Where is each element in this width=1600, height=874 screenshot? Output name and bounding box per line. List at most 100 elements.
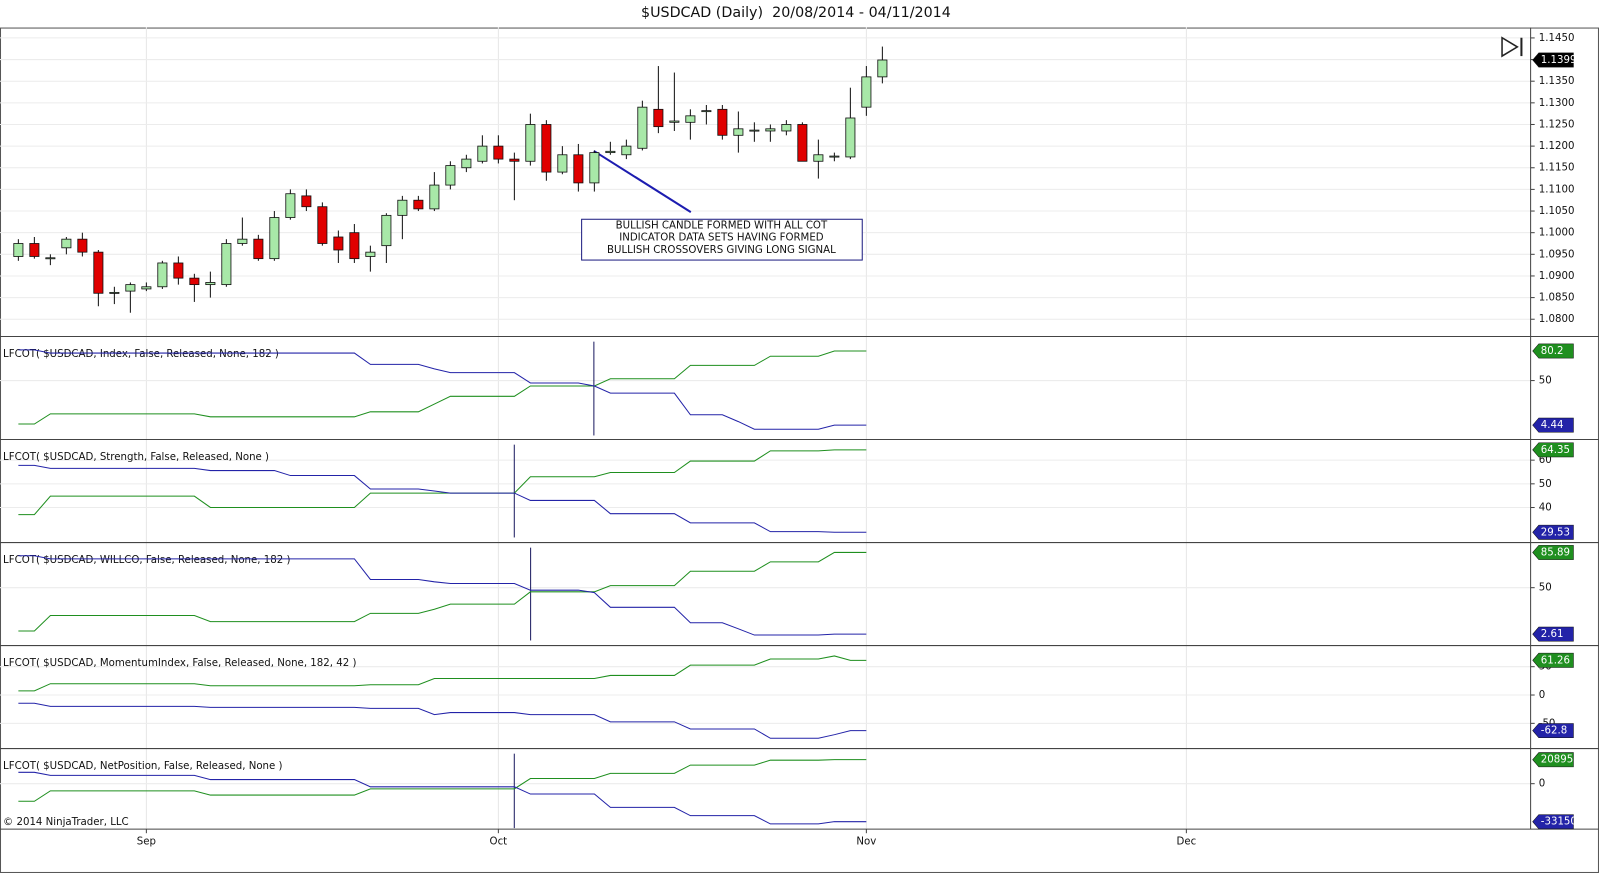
pane-title: LFCOT( $USDCAD, NetPosition, False, Rele… — [3, 761, 282, 772]
candle-body — [669, 120, 680, 123]
y-tick-label: 1.1250 — [1539, 119, 1575, 130]
candle-body — [717, 108, 728, 136]
candle-body — [765, 128, 776, 132]
last-value-label: 64.35 — [1541, 445, 1570, 456]
last-value-box — [1532, 524, 1574, 540]
candle-body — [253, 238, 264, 260]
x-tick-label: Sep — [137, 836, 156, 847]
candle-body — [701, 110, 712, 113]
candle-body — [77, 238, 88, 253]
annotation-arrow — [593, 150, 692, 213]
candle-body — [845, 117, 856, 158]
y-tick-label: 50 — [1539, 376, 1552, 387]
x-tick-label: Nov — [856, 836, 876, 847]
indicator-line — [18, 551, 867, 632]
candle-body — [125, 284, 136, 292]
last-value-box — [1532, 343, 1574, 359]
last-value-label: 2.61 — [1541, 629, 1564, 640]
indicator-line — [18, 555, 867, 636]
candle-body — [877, 59, 888, 78]
x-tick-label: Oct — [490, 836, 508, 847]
candle-body — [157, 262, 168, 288]
y-tick-label: 1.0900 — [1539, 271, 1575, 282]
y-tick-label: 40 — [1539, 503, 1552, 514]
candle-body — [589, 152, 600, 184]
candle-body — [205, 282, 216, 286]
pane-title: LFCOT( $USDCAD, Strength, False, Release… — [3, 452, 269, 463]
candle-body — [525, 124, 536, 162]
y-tick-label: 60 — [1539, 455, 1552, 466]
y-tick-label: 1.0800 — [1539, 314, 1575, 325]
last-value-box — [1532, 626, 1574, 642]
candle-body — [813, 154, 824, 162]
candle-body — [605, 150, 616, 154]
indicator-line — [18, 702, 867, 739]
y-tick-label: 1.1000 — [1539, 228, 1575, 239]
navigate-icon[interactable] — [1501, 36, 1523, 58]
annotation-line: BULLISH CROSSOVERS GIVING LONG SIGNAL — [607, 245, 836, 256]
pane-title: LFCOT( $USDCAD, WILLCO, False, Released,… — [3, 555, 290, 566]
candle-body — [173, 262, 184, 279]
candle-body — [429, 184, 440, 210]
candle-body — [861, 76, 872, 108]
frame — [0, 27, 1599, 873]
y-tick-label: 50 — [1539, 583, 1552, 594]
y-tick-label: 1.1300 — [1539, 98, 1575, 109]
annotation-line: INDICATOR DATA SETS HAVING FORMED — [619, 233, 824, 244]
candle-body — [733, 128, 744, 136]
candle-body — [797, 124, 808, 162]
candle-body — [413, 199, 424, 210]
play-icon[interactable] — [1501, 36, 1519, 58]
grid-layer — [0, 27, 1531, 830]
candle-body — [29, 243, 40, 257]
last-value-box — [1532, 752, 1574, 768]
candle-body — [93, 251, 104, 294]
last-value-label: -33150 — [1541, 817, 1577, 828]
candle-body — [397, 199, 408, 216]
candle-body — [829, 155, 840, 158]
y-tick-label: 1.1450 — [1539, 33, 1575, 44]
candle-body — [45, 257, 56, 260]
annotation-box — [581, 218, 863, 261]
candle-body — [365, 251, 376, 257]
candle-body — [285, 193, 296, 218]
last-value-box — [1532, 442, 1574, 458]
indicator-line — [18, 449, 867, 516]
candle-body — [477, 145, 488, 162]
y-tick-label: 0 — [1539, 779, 1545, 790]
indicator-line — [18, 350, 867, 425]
candle-body — [381, 214, 392, 247]
candle-body — [573, 154, 584, 184]
candle-body — [493, 145, 504, 160]
y-tick-label: 1.0950 — [1539, 249, 1575, 260]
candle-body — [349, 232, 360, 260]
indicator-line — [18, 759, 867, 802]
candle-body — [509, 158, 520, 162]
candle-body — [237, 238, 248, 244]
indicator-line — [18, 771, 867, 825]
last-value-label: 20895 — [1541, 755, 1573, 766]
pane-title: LFCOT( $USDCAD, Index, False, Released, … — [3, 349, 279, 360]
indicator-line — [18, 655, 867, 692]
y-tick-label: 1.1100 — [1539, 184, 1575, 195]
last-value-label: 61.26 — [1541, 655, 1570, 666]
last-value-box — [1532, 723, 1574, 738]
last-value-box — [1532, 417, 1574, 433]
candle-body — [333, 236, 344, 251]
copyright: © 2014 NinjaTrader, LLC — [3, 817, 129, 828]
chart-title: $USDCAD (Daily) 20/08/2014 - 04/11/2014 — [641, 5, 951, 21]
y-tick-label: 50 — [1539, 479, 1552, 490]
candle-body — [749, 129, 760, 132]
last-value-label: -62.8 — [1541, 726, 1567, 737]
y-tick-label: 1.1200 — [1539, 141, 1575, 152]
candle-body — [301, 195, 312, 208]
indicator-line — [18, 464, 867, 533]
last-value-box — [1532, 545, 1574, 560]
candle-body — [685, 115, 696, 123]
candle-body — [557, 154, 568, 173]
candle-body — [317, 206, 328, 244]
candle-body — [141, 286, 152, 290]
candle-body — [541, 124, 552, 173]
candle-body — [221, 243, 232, 286]
